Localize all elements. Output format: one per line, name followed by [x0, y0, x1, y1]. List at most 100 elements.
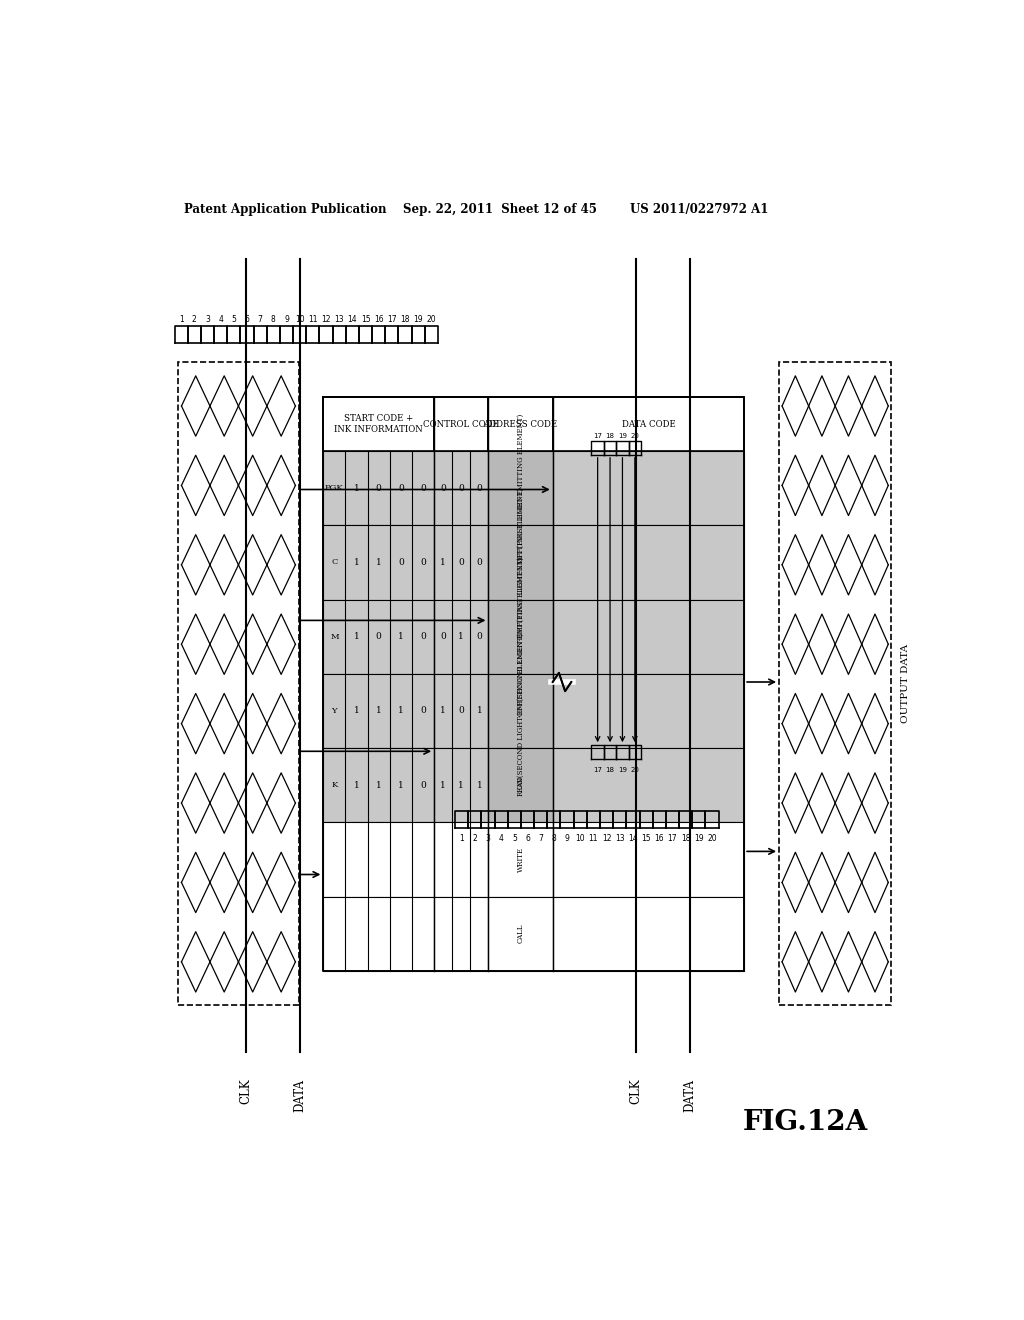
Text: 1: 1	[179, 315, 183, 323]
Text: 0: 0	[420, 780, 426, 789]
Text: 18: 18	[400, 315, 410, 323]
Text: CALL: CALL	[516, 924, 524, 944]
Text: 0: 0	[476, 483, 482, 492]
Text: 15: 15	[360, 315, 371, 323]
Text: OFF(SECOND LIGHT-EMITTING ELEMENT): OFF(SECOND LIGHT-EMITTING ELEMENT)	[516, 557, 524, 717]
Text: CLK: CLK	[240, 1078, 252, 1104]
Text: Y: Y	[332, 708, 337, 715]
Text: 4: 4	[499, 834, 504, 843]
Text: 18: 18	[681, 834, 690, 843]
Text: 3: 3	[205, 315, 210, 323]
Text: 4: 4	[218, 315, 223, 323]
Text: 18: 18	[605, 433, 614, 438]
Text: 1: 1	[353, 780, 359, 789]
Text: 1: 1	[459, 780, 464, 789]
Bar	[553, 822, 744, 896]
Text: 1: 1	[459, 632, 464, 642]
Text: 0: 0	[476, 558, 482, 566]
Bar	[553, 748, 744, 822]
Text: 6: 6	[525, 834, 530, 843]
Bar	[488, 822, 553, 896]
Text: 0: 0	[459, 706, 464, 715]
Bar	[324, 451, 434, 525]
Text: 1: 1	[476, 780, 482, 789]
Text: 1: 1	[398, 706, 403, 715]
Text: 0: 0	[459, 483, 464, 492]
Bar	[488, 748, 553, 822]
Bar	[434, 451, 488, 525]
Text: Patent Application Publication: Patent Application Publication	[183, 203, 386, 216]
Bar	[553, 397, 744, 451]
Text: 20: 20	[427, 315, 436, 323]
Text: 9: 9	[564, 834, 569, 843]
Text: 1: 1	[376, 558, 382, 566]
Bar	[434, 397, 488, 451]
Text: 10: 10	[295, 315, 304, 323]
Bar	[178, 363, 299, 1006]
Bar	[324, 673, 434, 748]
Text: 2: 2	[191, 315, 197, 323]
Bar	[779, 363, 891, 1006]
Text: PGK: PGK	[325, 484, 344, 492]
Text: 0: 0	[420, 558, 426, 566]
Bar	[434, 525, 488, 599]
Bar	[434, 599, 488, 673]
Text: 11: 11	[308, 315, 317, 323]
Text: 1: 1	[398, 632, 403, 642]
Text: 1: 1	[353, 558, 359, 566]
Bar	[553, 525, 744, 599]
Text: OFF(FIRST LIGHT-EMITTING ELEMENT): OFF(FIRST LIGHT-EMITTING ELEMENT)	[516, 488, 524, 638]
Text: 0: 0	[476, 632, 482, 642]
Bar	[434, 822, 488, 896]
Text: OFF(FIRST LIGHT-EMITTING ELEMENT): OFF(FIRST LIGHT-EMITTING ELEMENT)	[516, 413, 524, 562]
Text: 19: 19	[617, 433, 627, 438]
Text: 1: 1	[376, 780, 382, 789]
Bar	[324, 599, 434, 673]
Text: 0: 0	[376, 632, 382, 642]
Text: 7: 7	[539, 834, 543, 843]
Text: M: M	[330, 632, 339, 640]
Bar	[553, 896, 744, 970]
Text: 1: 1	[440, 780, 446, 789]
Text: 1: 1	[353, 632, 359, 642]
Text: 2: 2	[472, 834, 477, 843]
Bar	[553, 451, 744, 525]
Bar	[434, 673, 488, 748]
Text: 14: 14	[628, 834, 638, 843]
Text: CONTROL CODE: CONTROL CODE	[423, 420, 499, 429]
Text: 12: 12	[322, 315, 331, 323]
Text: 14: 14	[347, 315, 357, 323]
Text: DATA CODE: DATA CODE	[622, 420, 675, 429]
Text: 1: 1	[440, 558, 446, 566]
Text: 0: 0	[420, 632, 426, 642]
Text: 17: 17	[668, 834, 677, 843]
Text: 8: 8	[552, 834, 556, 843]
Text: 1: 1	[440, 706, 446, 715]
Text: 16: 16	[654, 834, 665, 843]
Text: 0: 0	[398, 558, 403, 566]
Text: DATA: DATA	[294, 1078, 306, 1111]
Text: Sep. 22, 2011  Sheet 12 of 45: Sep. 22, 2011 Sheet 12 of 45	[403, 203, 597, 216]
Text: 0: 0	[376, 483, 382, 492]
Text: 1: 1	[376, 706, 382, 715]
Text: ADDRESS CODE: ADDRESS CODE	[483, 420, 558, 429]
Text: 19: 19	[694, 834, 703, 843]
Text: ON(SECOND LIGHT-EMITTING ELEMENT): ON(SECOND LIGHT-EMITTING ELEMENT)	[516, 632, 524, 789]
Text: 7: 7	[258, 315, 262, 323]
Text: 1: 1	[353, 483, 359, 492]
Bar	[553, 673, 744, 748]
Text: 0: 0	[398, 483, 403, 492]
Text: 10: 10	[575, 834, 585, 843]
Text: 17: 17	[593, 433, 602, 438]
Text: 17: 17	[387, 315, 396, 323]
Text: 15: 15	[641, 834, 651, 843]
Text: 13: 13	[335, 315, 344, 323]
Text: WRITE: WRITE	[516, 847, 524, 873]
Text: 20: 20	[631, 433, 639, 438]
Bar	[324, 822, 434, 896]
Text: 0: 0	[459, 558, 464, 566]
Text: 0: 0	[420, 706, 426, 715]
Bar	[488, 525, 553, 599]
Text: 1: 1	[353, 706, 359, 715]
Text: 1: 1	[459, 834, 464, 843]
